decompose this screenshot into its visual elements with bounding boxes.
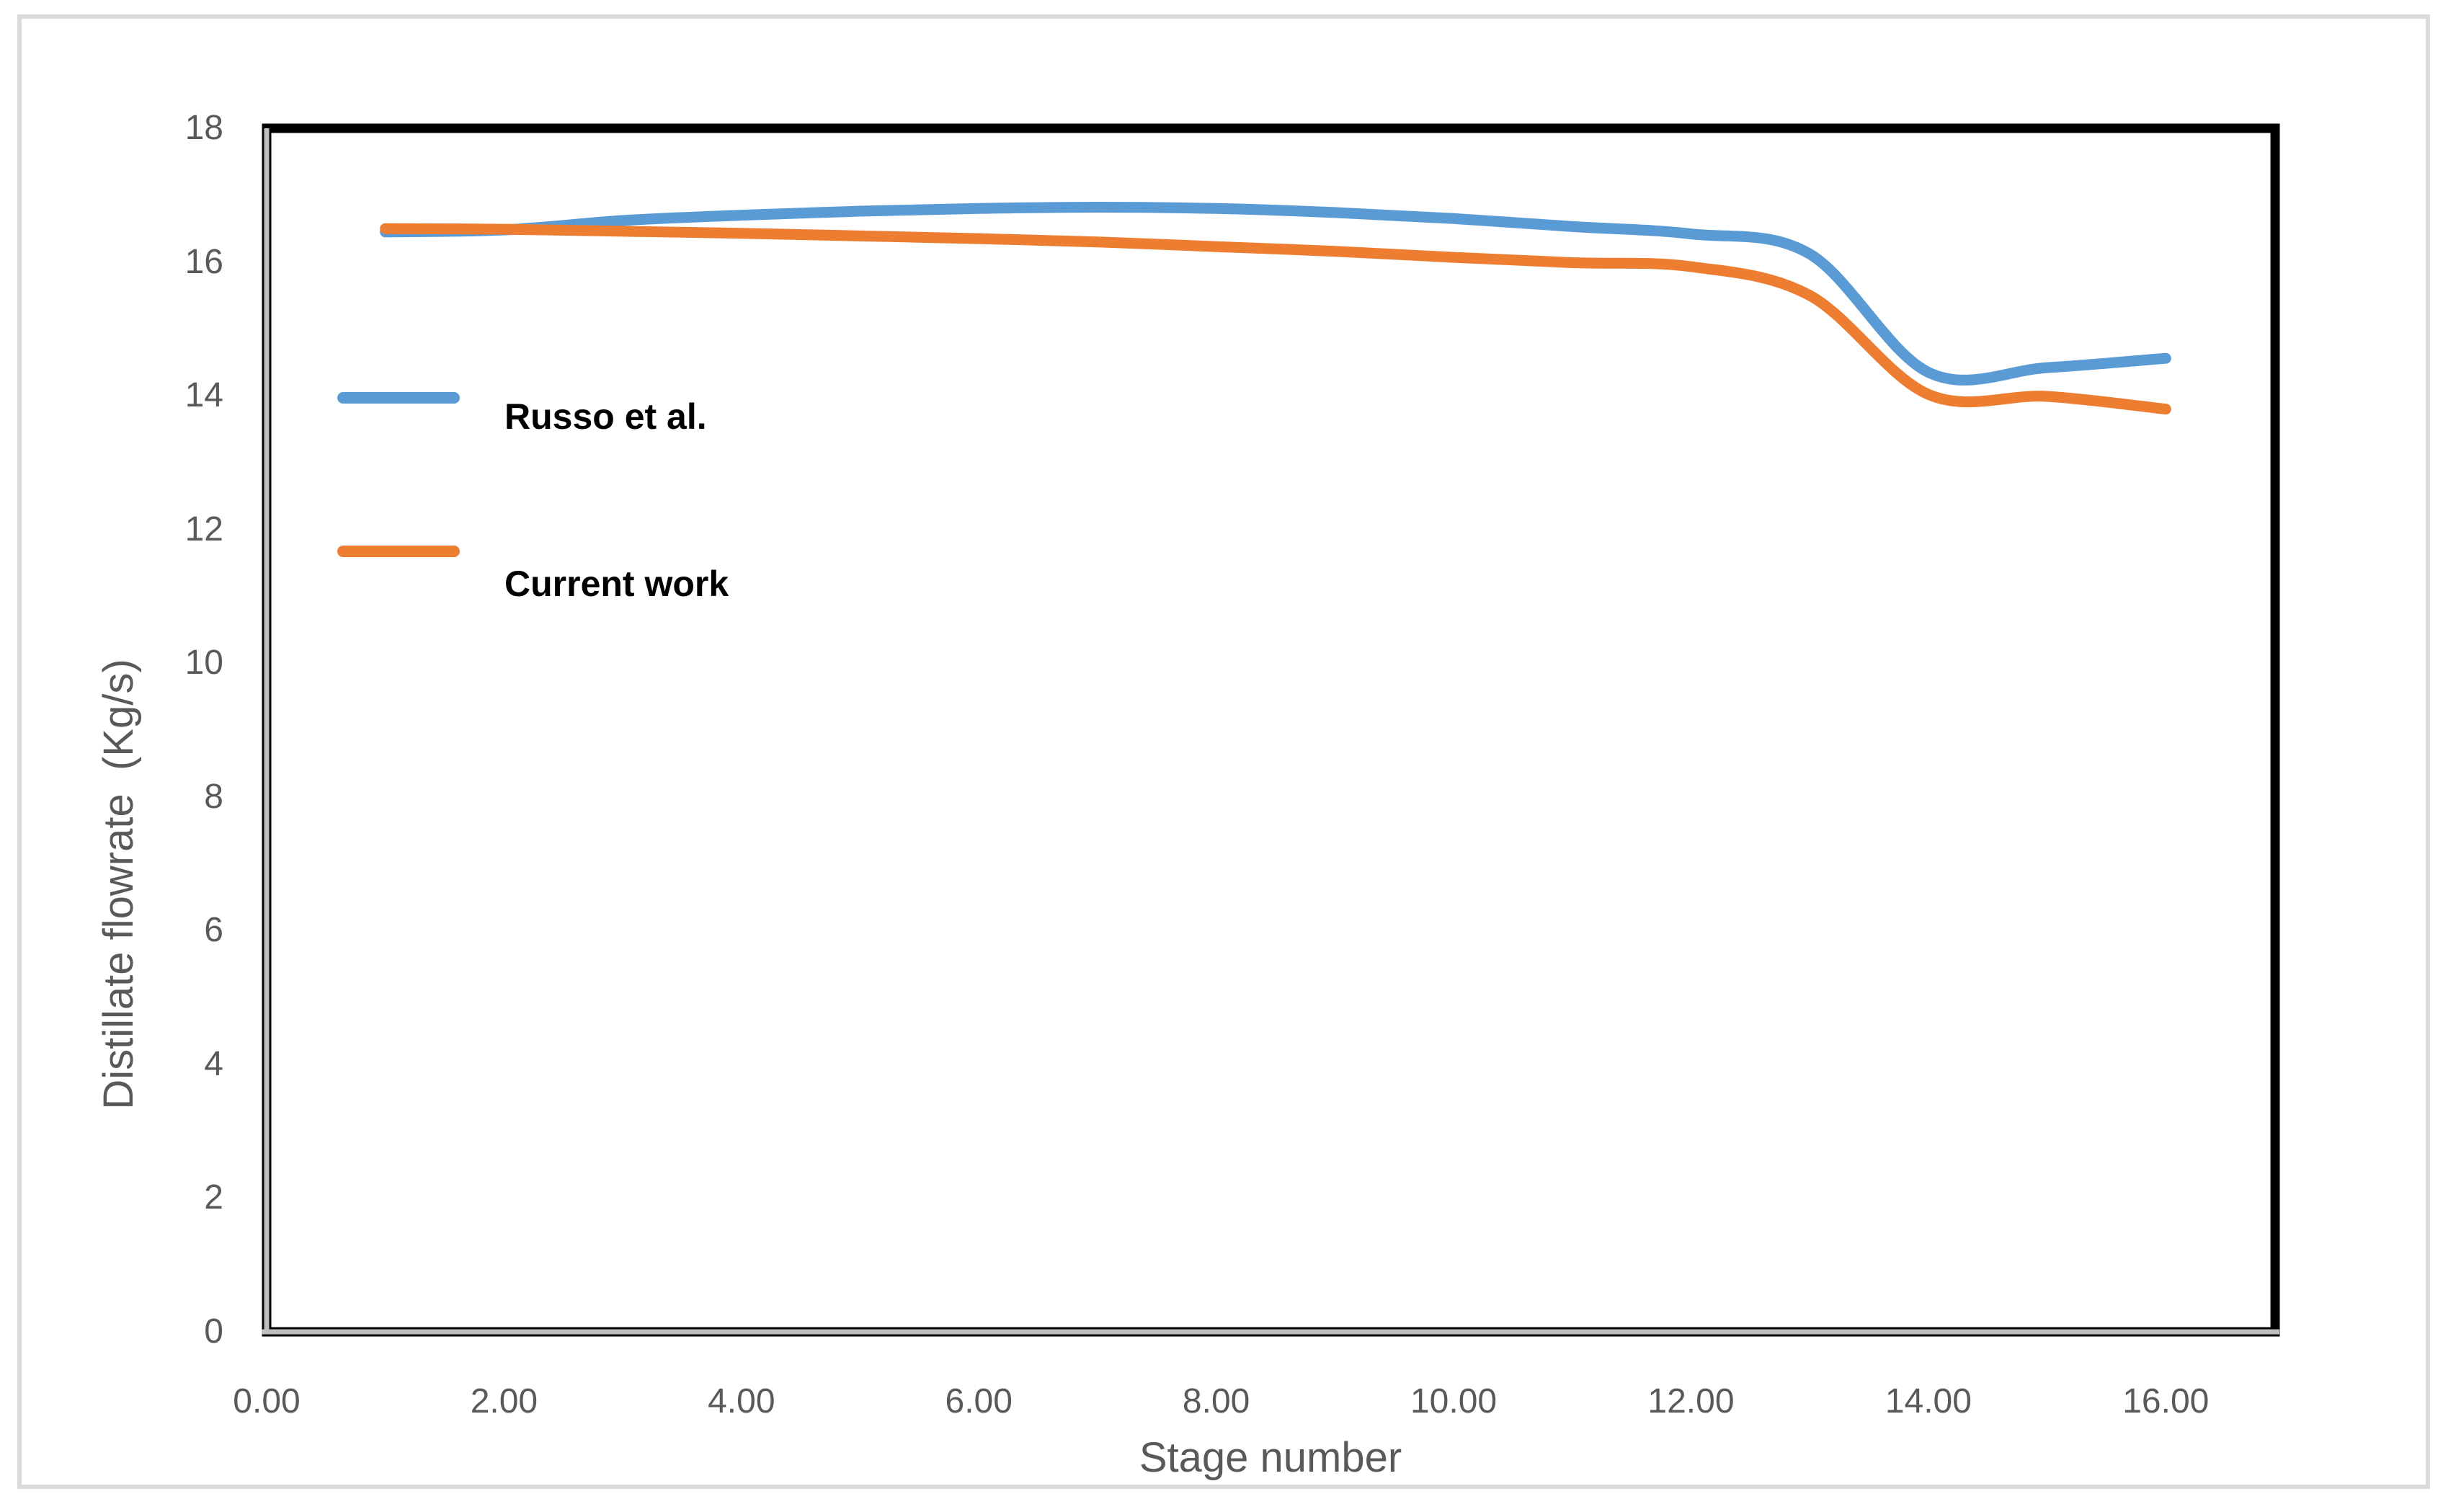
y-tick-label: 10	[184, 644, 223, 682]
legend-swatch-current-work	[337, 546, 460, 557]
y-tick-label: 6	[204, 911, 223, 950]
series-line-current-work	[380, 223, 2171, 415]
legend-label-current-work: Current work	[504, 564, 729, 604]
y-tick-label: 0	[204, 1312, 223, 1351]
y-tick-label: 12	[184, 510, 223, 548]
y-tick-label: 4	[204, 1044, 223, 1083]
y-tick-label: 8	[204, 777, 223, 816]
x-tick-label: 2.00	[470, 1382, 538, 1420]
x-tick-label: 0.00	[233, 1382, 301, 1420]
y-tick-label: 18	[184, 109, 223, 147]
x-axis-title: Stage number	[1139, 1434, 1402, 1481]
x-tick-label: 14.00	[1885, 1382, 1972, 1420]
legend-swatch-russo-et-al	[337, 392, 460, 404]
plot-area-border	[262, 123, 2280, 1337]
figure-border	[17, 14, 2430, 1489]
y-tick-label: 14	[184, 376, 223, 415]
x-tick-label: 16.00	[2122, 1382, 2210, 1420]
y-tick-label: 16	[184, 242, 223, 281]
x-tick-label: 4.00	[708, 1382, 775, 1420]
x-tick-label: 12.00	[1647, 1382, 1735, 1420]
x-tick-label: 6.00	[945, 1382, 1013, 1420]
series-line-russo-et-al	[380, 202, 2171, 386]
legend-label-russo-et-al: Russo et al.	[504, 396, 707, 437]
x-tick-label: 10.00	[1410, 1382, 1498, 1420]
x-tick-label: 8.00	[1182, 1382, 1250, 1420]
y-tick-label: 2	[204, 1178, 223, 1217]
